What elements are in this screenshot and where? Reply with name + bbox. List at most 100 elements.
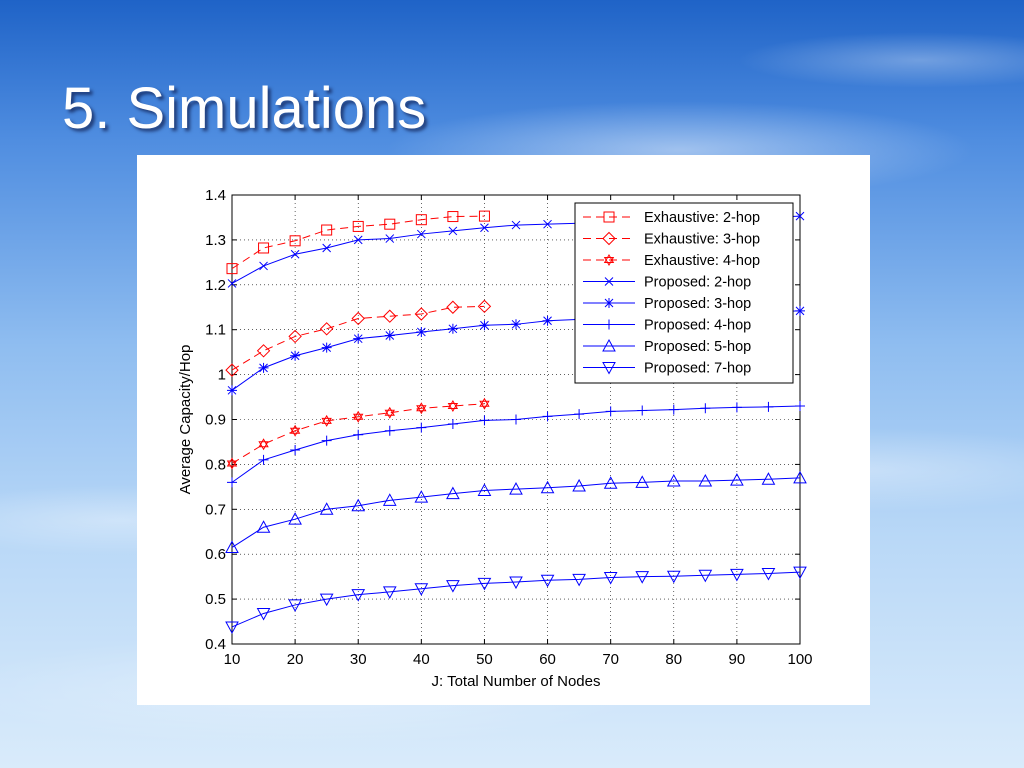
marker-hexagram-b bbox=[384, 409, 395, 419]
marker-x bbox=[795, 211, 805, 221]
data-point-triangle-down bbox=[288, 599, 302, 612]
legend-label: Proposed: 4-hop bbox=[644, 318, 751, 334]
x-tick-label: 30 bbox=[350, 651, 367, 668]
y-tick-label: 0.6 bbox=[205, 546, 226, 563]
data-point-square bbox=[415, 214, 427, 226]
marker-diamond bbox=[351, 311, 365, 326]
series-8 bbox=[225, 566, 807, 634]
data-point-asterisk bbox=[227, 385, 237, 396]
data-point-triangle-down bbox=[602, 362, 616, 375]
x-tick-label: 90 bbox=[729, 651, 746, 668]
x-tick-label: 80 bbox=[665, 651, 682, 668]
marker-plus bbox=[763, 401, 774, 412]
marker-triangle-up bbox=[698, 473, 713, 487]
marker-triangle-up bbox=[382, 493, 397, 506]
legend-entry: Exhaustive: 4-hop bbox=[583, 253, 760, 269]
y-tick-label: 0.8 bbox=[205, 456, 226, 473]
legend-label: Proposed: 3-hop bbox=[644, 296, 751, 312]
data-point-asterisk bbox=[353, 333, 364, 344]
marker-plus bbox=[542, 411, 553, 422]
marker-asterisk bbox=[353, 333, 364, 344]
data-point-asterisk bbox=[795, 305, 805, 316]
marker-triangle-up bbox=[288, 512, 302, 525]
data-point-x bbox=[604, 277, 614, 286]
data-point-plus bbox=[574, 409, 585, 420]
data-point-hexagram bbox=[479, 397, 490, 410]
marker-plus bbox=[321, 435, 332, 446]
data-point-triangle-up bbox=[256, 520, 271, 533]
data-point-triangle-up bbox=[288, 512, 302, 525]
data-point-plus bbox=[731, 402, 742, 413]
marker-square bbox=[415, 214, 427, 226]
x-tick-label: 10 bbox=[224, 651, 241, 668]
marker-plus bbox=[384, 425, 395, 436]
marker-plus bbox=[479, 415, 490, 426]
data-point-triangle-down bbox=[572, 573, 586, 587]
data-point-triangle-up bbox=[477, 483, 492, 496]
marker-hexagram-a bbox=[416, 402, 427, 412]
data-point-asterisk bbox=[416, 326, 427, 337]
data-point-triangle-up bbox=[414, 490, 429, 503]
marker-x bbox=[353, 235, 363, 245]
data-point-plus bbox=[795, 401, 805, 412]
data-point-triangle-down bbox=[730, 568, 744, 582]
marker-plus bbox=[605, 406, 616, 417]
marker-square bbox=[226, 263, 238, 275]
marker-asterisk bbox=[511, 319, 521, 330]
data-point-triangle-down bbox=[319, 593, 334, 607]
y-tick-label: 1 bbox=[218, 367, 226, 384]
data-point-square bbox=[258, 242, 270, 254]
series-2 bbox=[225, 299, 492, 377]
data-point-triangle-down bbox=[351, 589, 366, 602]
series-7 bbox=[225, 470, 807, 553]
data-point-asterisk bbox=[290, 350, 301, 361]
data-point-plus bbox=[258, 454, 269, 465]
marker-hexagram-a bbox=[479, 397, 490, 407]
marker-square bbox=[384, 218, 396, 230]
data-point-triangle-up bbox=[382, 493, 397, 506]
data-point-triangle-down bbox=[446, 580, 460, 593]
marker-plus bbox=[511, 414, 521, 425]
marker-triangle-down bbox=[288, 599, 302, 612]
data-point-hexagram bbox=[603, 253, 615, 267]
y-tick-label: 1.2 bbox=[205, 277, 226, 294]
data-point-hexagram bbox=[321, 414, 332, 427]
marker-x bbox=[322, 243, 332, 253]
data-point-diamond bbox=[256, 344, 271, 358]
data-point-diamond bbox=[319, 322, 334, 336]
y-tick-label: 1.4 bbox=[205, 187, 226, 204]
marker-x bbox=[259, 261, 268, 271]
legend-entry: Proposed: 2-hop bbox=[583, 275, 751, 291]
marker-triangle-down bbox=[446, 580, 460, 593]
marker-hexagram-b bbox=[258, 441, 269, 451]
data-point-square bbox=[289, 235, 301, 247]
data-point-triangle-up bbox=[446, 486, 460, 500]
series-1 bbox=[226, 210, 490, 275]
marker-triangle-down bbox=[602, 362, 616, 375]
data-point-diamond bbox=[414, 307, 429, 321]
marker-x bbox=[416, 229, 426, 239]
data-point-x bbox=[448, 226, 458, 236]
data-point-x bbox=[385, 234, 395, 243]
marker-hexagram-a bbox=[384, 406, 395, 416]
data-point-asterisk bbox=[604, 298, 614, 308]
marker-hexagram-b bbox=[353, 413, 364, 423]
data-point-triangle-down bbox=[540, 574, 555, 588]
data-point-plus bbox=[542, 411, 553, 422]
series-line bbox=[231, 215, 485, 270]
x-axis-label: J: Total Number of Nodes bbox=[432, 673, 601, 690]
marker-plus bbox=[700, 403, 711, 414]
data-point-diamond bbox=[288, 329, 302, 344]
marker-x bbox=[604, 277, 614, 286]
y-axis-label: Average Capacity/Hop bbox=[177, 345, 194, 495]
series-6 bbox=[227, 401, 805, 488]
data-point-triangle-down bbox=[698, 569, 713, 583]
marker-diamond bbox=[477, 299, 492, 314]
y-tick-label: 0.5 bbox=[205, 591, 226, 608]
marker-diamond bbox=[288, 329, 302, 344]
data-point-plus bbox=[447, 418, 458, 429]
data-point-asterisk bbox=[479, 320, 490, 331]
legend-entry: Exhaustive: 2-hop bbox=[583, 210, 760, 226]
marker-triangle-down bbox=[635, 571, 650, 584]
data-point-hexagram bbox=[289, 424, 301, 437]
